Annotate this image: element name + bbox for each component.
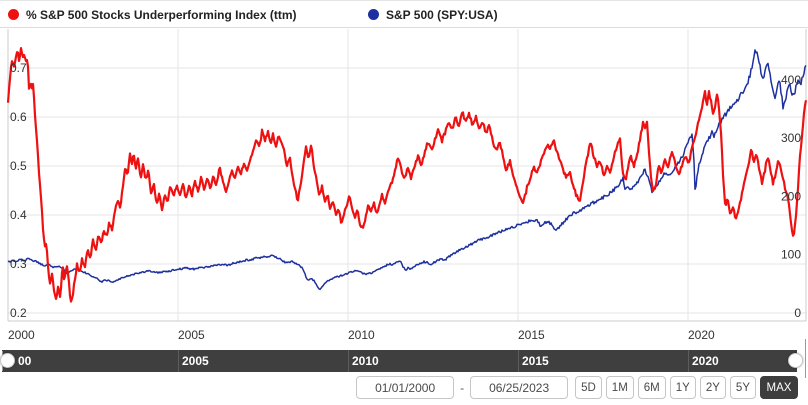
underperforming-line — [6, 47, 808, 303]
date-range-separator: - — [460, 380, 465, 395]
range-button-1m[interactable]: 1M — [605, 376, 634, 399]
end-date-input[interactable] — [470, 376, 569, 399]
range-button-1y[interactable]: 1Y — [669, 376, 696, 399]
range-button-5y[interactable]: 5Y — [729, 376, 756, 399]
legend-item-spy[interactable]: S&P 500 (SPY:USA) — [368, 6, 498, 23]
blue-series-marker-icon — [368, 9, 379, 20]
x-axis-tick-label: 2000 — [8, 328, 35, 342]
right-axis-tick-label: 0 — [794, 306, 801, 320]
spy-line — [7, 49, 807, 291]
range-button-2y[interactable]: 2Y — [699, 376, 726, 399]
left-axis-tick-label: 0.7 — [10, 61, 27, 75]
scrubber-right-handle[interactable] — [788, 353, 803, 368]
left-axis-tick-label: 0.4 — [10, 208, 27, 222]
red-series-marker-icon — [8, 9, 19, 20]
scrubber-right-guide — [805, 339, 806, 378]
right-axis-tick-label: 300 — [781, 131, 801, 145]
scrubber-year-label: 2015 — [522, 354, 549, 368]
scrubber-left-handle[interactable] — [0, 353, 15, 368]
legend-item-underperforming[interactable]: % S&P 500 Stocks Underperforming Index (… — [8, 6, 297, 23]
x-axis-tick-label: 2005 — [178, 328, 205, 342]
range-button-5d[interactable]: 5D — [575, 376, 602, 399]
right-axis-tick-label: 200 — [781, 189, 801, 203]
price-chart[interactable]: 0.7 0.6 0.5 0.4 0.3 0.2 400 300 200 100 0 2000 2005 2… — [0, 1, 808, 347]
scrubber-separator — [178, 350, 179, 372]
start-date-input[interactable] — [356, 376, 455, 399]
x-axis-tick-label: 2015 — [518, 328, 545, 342]
right-axis-tick-label: 400 — [781, 73, 801, 87]
scrubber-separator — [348, 350, 349, 372]
scrubber-separator — [688, 350, 689, 372]
x-axis-tick-label: 2020 — [688, 328, 715, 342]
left-axis-tick-label: 0.3 — [10, 257, 27, 271]
legend-divider — [0, 27, 808, 28]
right-axis-tick-label: 100 — [781, 248, 801, 262]
scrubber-year-label: 2005 — [182, 354, 209, 368]
scrubber-year-label: 00 — [18, 354, 32, 368]
range-button-group: 5D 1M 6M 1Y 2Y 5Y MAX — [575, 376, 798, 399]
range-button-6m[interactable]: 6M — [637, 376, 666, 399]
timeline-scrubber-bar[interactable]: 00 2005 2010 2015 2020 — [2, 350, 797, 372]
left-axis-tick-label: 0.6 — [10, 110, 27, 124]
scrubber-year-label: 2020 — [692, 354, 719, 368]
range-button-max[interactable]: MAX — [760, 376, 798, 399]
left-axis-tick-label: 0.5 — [10, 159, 27, 173]
scrubber-separator — [518, 350, 519, 372]
legend-label-spy: S&P 500 (SPY:USA) — [386, 7, 498, 22]
legend-label-underperforming: % S&P 500 Stocks Underperforming Index (… — [26, 7, 297, 22]
x-axis-tick-label: 2010 — [348, 328, 375, 342]
scrubber-year-label: 2010 — [352, 354, 379, 368]
left-axis-tick-label: 0.2 — [10, 306, 27, 320]
